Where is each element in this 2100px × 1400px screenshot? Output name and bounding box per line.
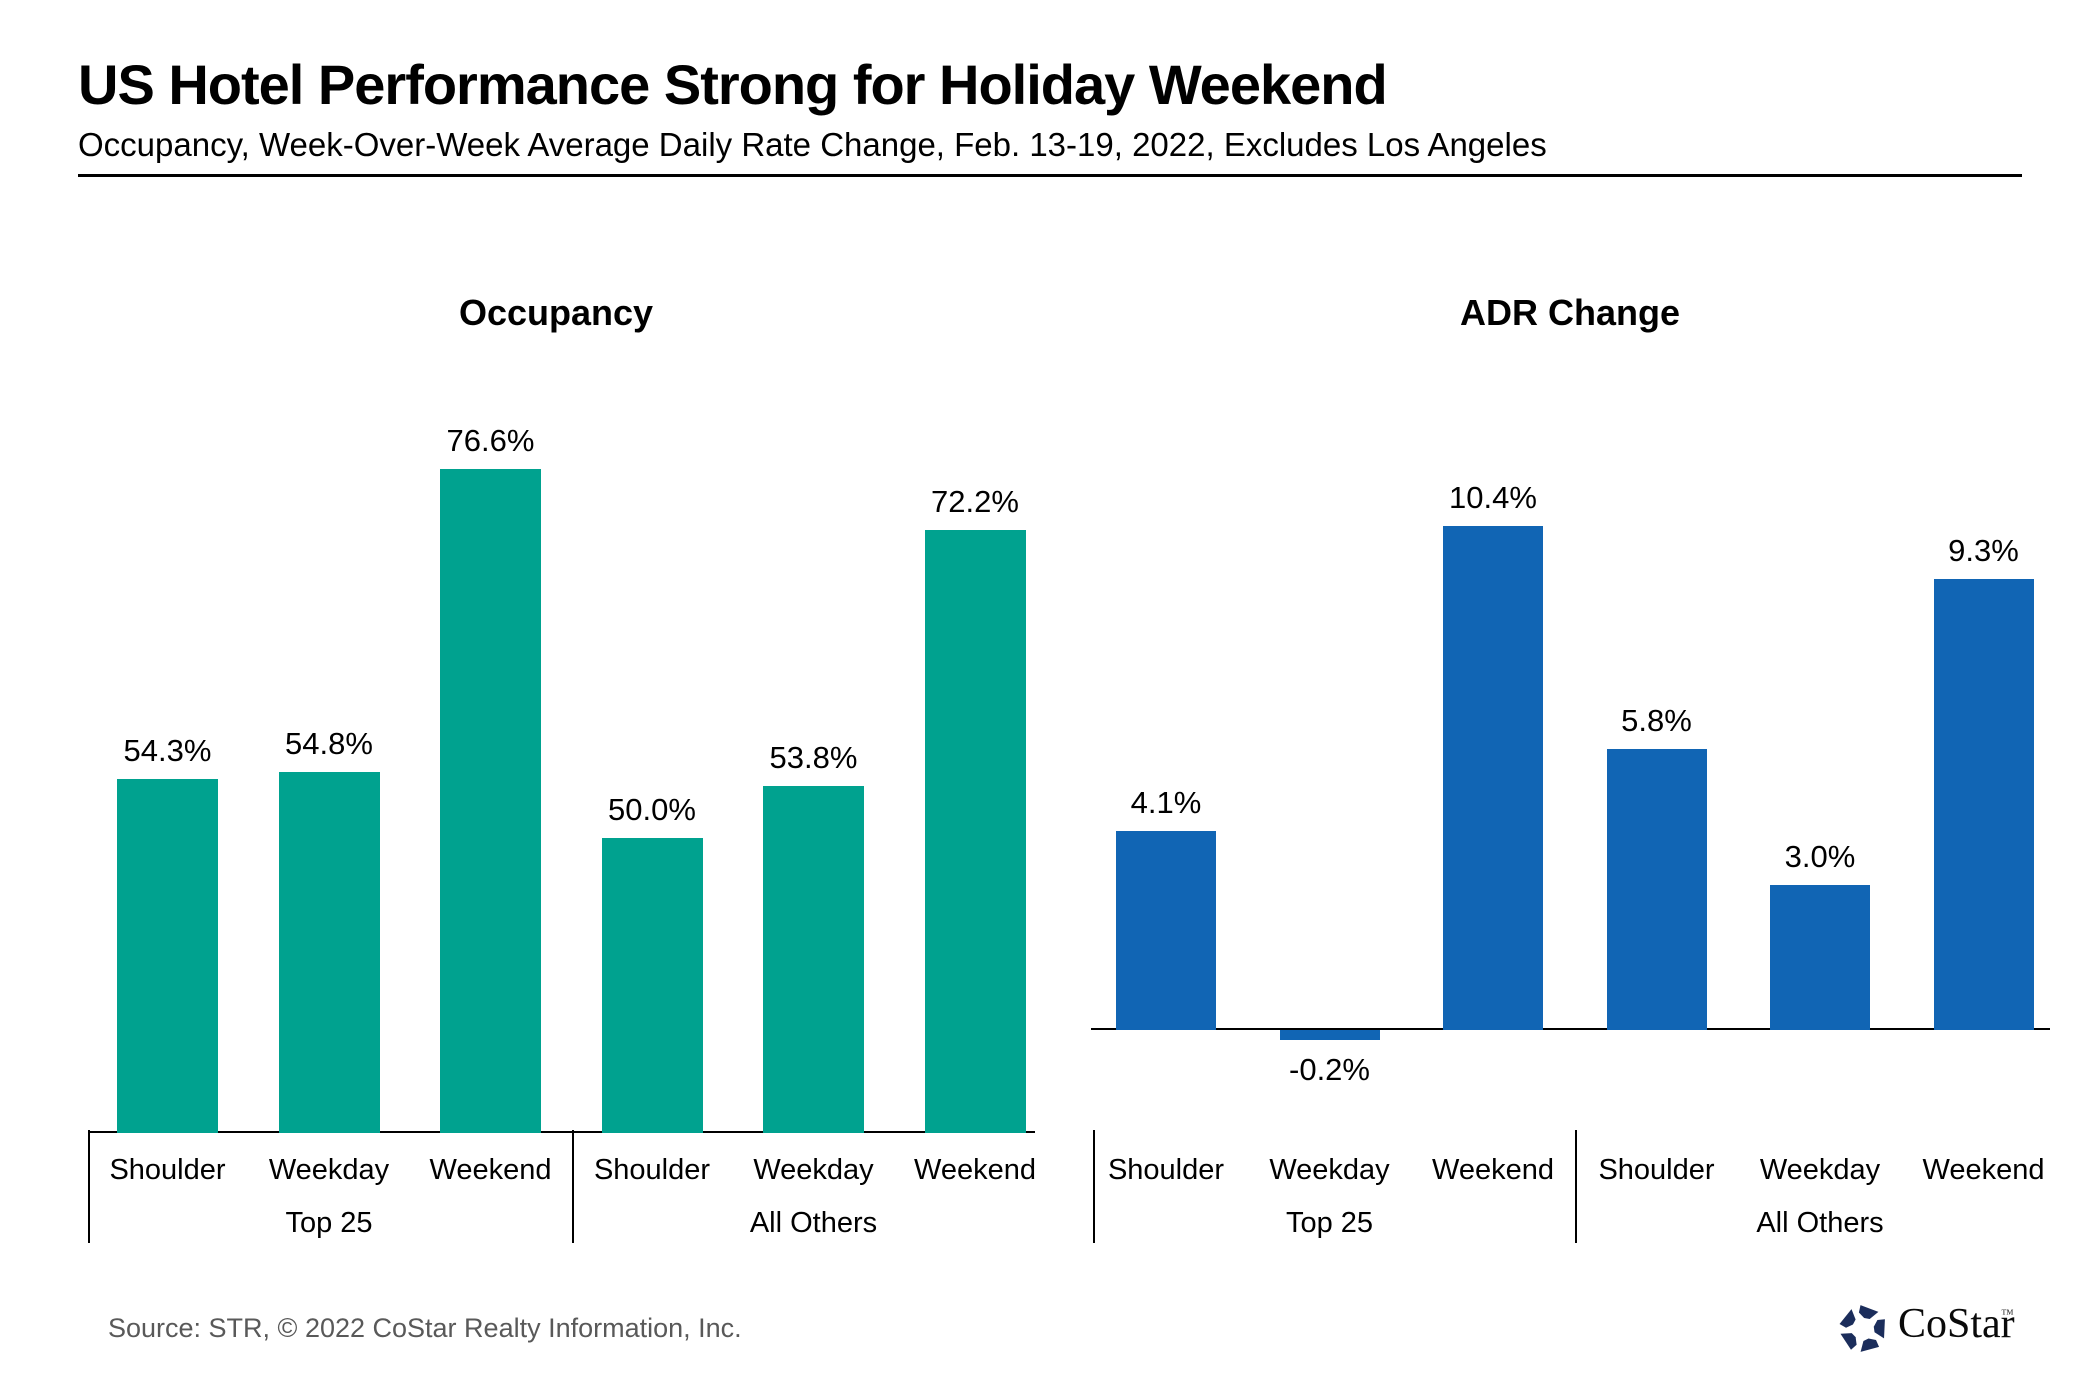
occupancy-group-divider-1 (572, 1130, 574, 1243)
occupancy-bar-shoulder-3 (601, 838, 703, 1133)
costar-logo-text: CoStar (1898, 1301, 2015, 1347)
occupancy-x-axis-line (88, 1131, 1035, 1133)
adr-bar-shoulder-0 (1116, 831, 1216, 1030)
occupancy-bar-weekday-4 (763, 785, 864, 1133)
adr-value-label-3: 5.8% (1621, 702, 1692, 738)
adr-bar-shoulder-3 (1606, 748, 1707, 1030)
adr-value-label-2: 10.4% (1449, 479, 1537, 515)
costar-pinwheel-icon (1838, 1305, 1888, 1356)
occupancy-category-label-3: Shoulder (593, 1154, 711, 1186)
occupancy-category-label-0: Shoulder (109, 1154, 226, 1186)
adr-value-label-1: -0.2% (1289, 1051, 1370, 1087)
occupancy-group-label-1: All Others (749, 1207, 878, 1239)
occupancy-value-label-2: 76.6% (446, 422, 535, 458)
adr-group-divider-1 (1575, 1130, 1577, 1243)
adr-group-label-0: Top 25 (1285, 1207, 1374, 1239)
adr-value-label-5: 9.3% (1948, 532, 2019, 568)
adr-category-label-3: Shoulder (1598, 1154, 1715, 1186)
page-title: US Hotel Performance Strong for Holiday … (78, 53, 1388, 116)
adr-value-label-4: 3.0% (1784, 838, 1856, 874)
source-attribution: Source: STR, © 2022 CoStar Realty Inform… (108, 1313, 742, 1343)
occupancy-value-label-4: 53.8% (769, 739, 858, 775)
costar-trademark: ™ (2001, 1306, 2014, 1321)
adr-category-label-5: Weekend (1922, 1154, 2045, 1186)
occupancy-bar-shoulder-0 (117, 778, 218, 1133)
adr-category-label-4: Weekday (1759, 1154, 1881, 1186)
title-divider-rule (78, 174, 2022, 177)
adr-bar-weekday-1 (1279, 1030, 1380, 1040)
adr-bar-weekday-4 (1770, 884, 1870, 1030)
page-subtitle: Occupancy, Week-Over-Week Average Daily … (78, 126, 1547, 163)
occupancy-category-label-1: Weekday (268, 1154, 390, 1186)
adr-bar-weekend-5 (1933, 578, 2034, 1030)
occupancy-value-label-0: 54.3% (123, 732, 212, 768)
occupancy-value-label-5: 72.2% (931, 483, 1019, 519)
occupancy-category-label-5: Weekend (914, 1154, 1036, 1186)
occupancy-group-label-0: Top 25 (285, 1207, 373, 1239)
occupancy-category-label-4: Weekday (753, 1154, 874, 1186)
chart-title-adr-change: ADR Change (1459, 292, 1681, 333)
adr-group-label-1: All Others (1756, 1207, 1884, 1239)
adr-x-axis-line (1091, 1028, 2050, 1030)
adr-category-label-2: Weekend (1432, 1154, 1554, 1186)
adr-category-label-1: Weekday (1269, 1154, 1390, 1186)
occupancy-bar-weekday-1 (278, 771, 380, 1133)
chart-title-occupancy: Occupancy (458, 292, 654, 333)
occupancy-category-label-2: Weekend (429, 1154, 552, 1186)
occupancy-bar-weekend-5 (924, 529, 1026, 1133)
occupancy-value-label-1: 54.8% (285, 725, 373, 761)
adr-group-divider-0 (1093, 1130, 1095, 1243)
adr-bar-weekend-2 (1443, 525, 1543, 1030)
adr-category-label-0: Shoulder (1107, 1154, 1225, 1186)
costar-logo: CoStar ™ (1838, 1300, 2088, 1370)
adr-value-label-0: 4.1% (1130, 785, 1202, 821)
occupancy-group-divider-0 (88, 1130, 90, 1243)
occupancy-bar-weekend-2 (440, 468, 541, 1133)
occupancy-value-label-3: 50.0% (608, 792, 696, 828)
